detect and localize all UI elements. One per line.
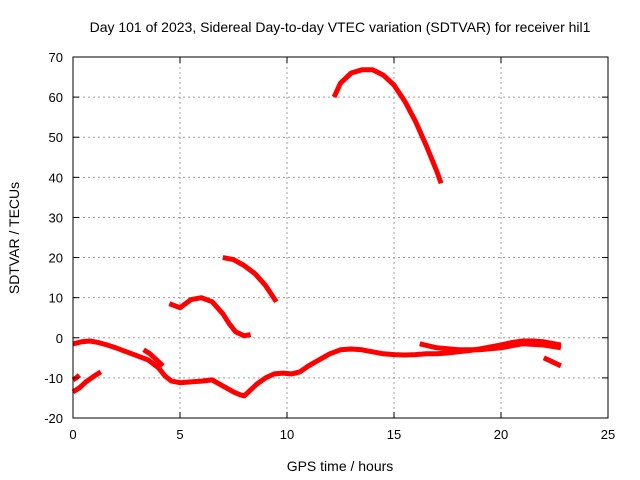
x-tick-label: 25 — [601, 427, 615, 442]
y-tick-label: 0 — [56, 331, 63, 346]
y-tick-label: 20 — [49, 251, 63, 266]
y-tick-label: 50 — [49, 130, 63, 145]
x-tick-label: 20 — [494, 427, 508, 442]
x-tick-label: 10 — [280, 427, 294, 442]
series-arc-7 — [419, 341, 562, 353]
y-tick-label: 10 — [49, 291, 63, 306]
series-arc-9 — [542, 355, 562, 369]
series-arc-4 — [168, 295, 252, 339]
series-group — [71, 67, 562, 399]
y-tick-label: -20 — [44, 411, 63, 426]
y-tick-label: -10 — [44, 371, 63, 386]
series-arc-5 — [222, 255, 279, 304]
x-tick-label: 0 — [69, 427, 76, 442]
grid — [73, 57, 608, 418]
x-axis-label: GPS time / hours — [287, 458, 394, 474]
y-tick-label: 70 — [49, 50, 63, 65]
series-arc-2 — [71, 369, 103, 395]
series-arc-8 — [142, 347, 165, 368]
ticks: 0 5 10 15 20 25 -20 -10 0 10 20 30 40 50 60 70 — [44, 50, 615, 442]
y-tick-label: 30 — [49, 210, 63, 225]
x-tick-label: 5 — [176, 427, 183, 442]
chart-title: Day 101 of 2023, Sidereal Day-to-day VTE… — [90, 19, 591, 35]
plot-frame — [72, 56, 609, 419]
y-axis-label: SDTVAR / TECUs — [6, 182, 22, 294]
series-arc-6 — [331, 67, 444, 185]
y-tick-label: 40 — [49, 170, 63, 185]
x-tick-label: 15 — [387, 427, 401, 442]
y-tick-label: 60 — [49, 90, 63, 105]
